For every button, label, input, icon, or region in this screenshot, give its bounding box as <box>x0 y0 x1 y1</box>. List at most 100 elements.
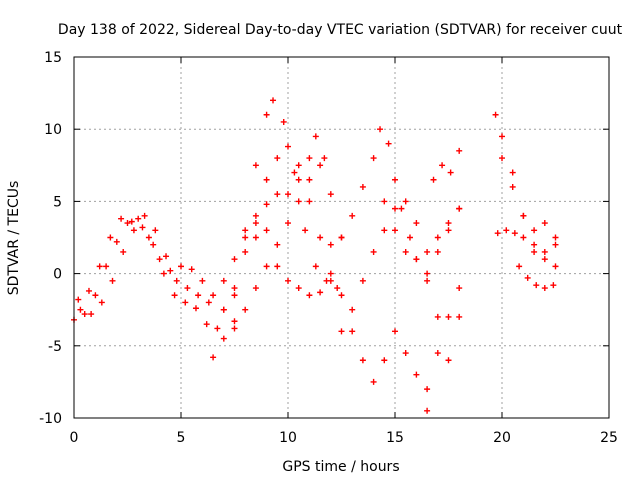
data-point <box>334 285 341 292</box>
data-point <box>88 311 95 318</box>
data-point <box>531 248 538 255</box>
series-track-b <box>75 215 221 332</box>
x-tick-label: 25 <box>600 430 618 446</box>
data-point <box>511 230 518 237</box>
data-point <box>531 227 538 234</box>
data-point <box>499 155 505 162</box>
data-point <box>413 371 420 378</box>
data-point <box>263 176 270 183</box>
data-point <box>349 306 356 313</box>
y-tick-label: 5 <box>53 194 62 210</box>
data-point <box>327 277 334 284</box>
data-point <box>135 215 142 222</box>
data-point <box>424 270 431 277</box>
data-point <box>98 299 105 306</box>
data-point <box>447 169 454 176</box>
data-point <box>524 274 531 281</box>
data-point <box>456 313 463 320</box>
data-point <box>128 218 135 225</box>
data-point <box>85 287 92 294</box>
data-point <box>434 313 441 320</box>
series-track-c <box>77 212 212 318</box>
data-point <box>274 241 281 248</box>
data-point <box>178 263 184 270</box>
data-point <box>220 306 227 313</box>
data-point <box>552 263 559 270</box>
series-track-m <box>424 285 463 393</box>
data-point <box>413 220 420 227</box>
data-point <box>75 296 82 303</box>
data-point <box>456 205 463 212</box>
data-point <box>499 133 505 140</box>
series-track-h <box>252 227 334 299</box>
data-point <box>439 162 446 169</box>
data-point <box>306 198 313 205</box>
data-point <box>242 306 249 313</box>
data-point <box>445 357 452 364</box>
series-track-f <box>220 133 328 284</box>
data-point <box>377 126 384 133</box>
series-track-q <box>499 155 559 241</box>
data-point <box>285 191 291 198</box>
data-point <box>317 289 324 296</box>
data-point <box>445 227 452 234</box>
series-track-k <box>377 126 463 284</box>
series-track-n <box>430 147 463 183</box>
data-point <box>150 241 157 248</box>
ticks: 0 5 10 15 20 25 -10 -5 0 5 10 15 <box>39 50 618 446</box>
data-point <box>107 234 114 241</box>
data-point <box>550 282 557 289</box>
series-track-l <box>338 198 463 364</box>
data-point <box>349 328 356 335</box>
data-point <box>531 241 538 248</box>
data-point <box>381 227 388 234</box>
data-point <box>263 263 270 270</box>
data-point <box>370 155 377 162</box>
data-point <box>231 325 238 332</box>
data-point <box>494 230 501 237</box>
data-point <box>139 224 146 231</box>
data-point <box>203 321 210 328</box>
data-point <box>456 147 463 154</box>
data-point <box>295 285 302 292</box>
data-point <box>370 248 377 255</box>
data-point <box>220 277 227 284</box>
data-point <box>359 183 366 190</box>
y-tick-label: 0 <box>53 267 62 283</box>
series-track-e <box>220 143 334 313</box>
data-point <box>359 357 366 364</box>
data-point <box>109 277 116 284</box>
data-point <box>321 155 328 162</box>
data-point <box>81 311 88 318</box>
data-point <box>533 282 540 289</box>
data-point <box>130 227 137 234</box>
series-track-i <box>338 292 431 414</box>
data-point <box>270 97 277 104</box>
data-point <box>120 248 127 255</box>
y-tick-label: 10 <box>44 122 62 138</box>
data-point <box>402 198 409 205</box>
data-point <box>317 234 324 241</box>
data-point <box>381 357 388 364</box>
data-point <box>359 277 366 284</box>
data-point <box>327 241 334 248</box>
data-point <box>327 270 334 277</box>
series-track-p <box>494 227 559 255</box>
data-point <box>291 169 298 176</box>
data-point <box>338 328 345 335</box>
data-point <box>156 256 163 263</box>
data-point <box>306 176 313 183</box>
data-point <box>263 201 270 208</box>
data-point <box>456 285 463 292</box>
data-point <box>173 277 180 284</box>
data-point <box>263 227 270 234</box>
data-point <box>541 285 548 292</box>
data-point <box>163 253 170 260</box>
y-tick-label: -10 <box>39 411 62 427</box>
data-point <box>424 407 431 414</box>
data-point <box>552 241 559 248</box>
data-point <box>370 378 377 385</box>
data-point <box>182 299 189 306</box>
data-point <box>338 234 345 241</box>
